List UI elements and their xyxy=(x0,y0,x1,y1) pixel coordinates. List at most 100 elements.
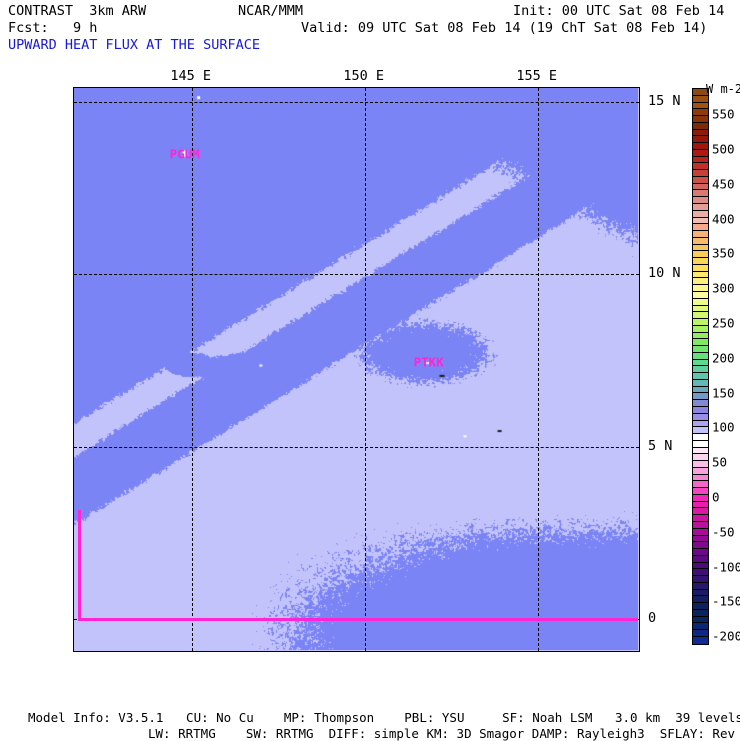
longitude-tick-label: 145 E xyxy=(170,68,211,84)
colorbar-segment xyxy=(693,501,708,509)
colorbar-segment xyxy=(693,264,708,272)
colorbar-segment xyxy=(693,143,708,150)
colorbar-segment xyxy=(693,596,708,604)
colorbar-segment xyxy=(693,149,708,157)
colorbar-segment xyxy=(693,346,708,353)
colorbar-tick-label: 500 xyxy=(712,141,735,157)
colorbar-segment xyxy=(693,312,708,320)
colorbar-segment xyxy=(693,569,708,577)
colorbar-segment xyxy=(693,89,708,96)
model-info-line-2: LW: RRTMG SW: RRTMG DIFF: simple KM: 3D … xyxy=(148,726,740,741)
map-plot-area: PGUM PTKK xyxy=(73,87,640,652)
colorbar-segment xyxy=(693,589,708,597)
colorbar-segment xyxy=(693,271,708,279)
colorbar-segment xyxy=(693,474,708,482)
colorbar-segment xyxy=(693,163,708,171)
colorbar-segment xyxy=(693,325,708,333)
colorbar-segment xyxy=(693,603,708,610)
colorbar-segment xyxy=(693,413,708,421)
colorbar-tick-label: 300 xyxy=(712,280,735,296)
valid-time-label: Valid: 09 UTC Sat 08 Feb 14 (19 ChT Sat … xyxy=(301,20,708,36)
institution-label: NCAR/MMM xyxy=(238,3,304,19)
colorbar-tick-label: 350 xyxy=(712,245,735,261)
init-time-label: Init: 00 UTC Sat 08 Feb 14 xyxy=(513,3,725,19)
colorbar-segment xyxy=(693,542,708,550)
colorbar-tick-label: -100 xyxy=(712,559,740,575)
colorbar-segment xyxy=(693,291,708,299)
colorbar-segment xyxy=(693,251,708,259)
colorbar-segment xyxy=(693,386,708,394)
station-label-pgum: PGUM xyxy=(169,146,200,162)
colorbar-segment xyxy=(693,305,708,313)
colorbar-segment xyxy=(693,122,708,130)
colorbar-segment xyxy=(693,400,708,407)
colorbar-segment xyxy=(693,373,708,380)
heat-flux-field xyxy=(74,88,638,650)
colorbar-tick-label: 250 xyxy=(712,315,735,331)
colorbar-units-label: W m-2 xyxy=(706,82,740,96)
colorbar-segment xyxy=(693,298,708,306)
colorbar-segment xyxy=(693,637,708,644)
colorbar-segment xyxy=(693,582,708,590)
colorbar-segment xyxy=(693,332,708,340)
colorbar-segment xyxy=(693,210,708,218)
latitude-tick-label: 0 xyxy=(648,609,657,626)
colorbar-segment xyxy=(693,393,708,401)
colorbar-segment xyxy=(693,379,708,387)
colorbar-segment xyxy=(693,461,708,468)
colorbar-segment xyxy=(693,515,708,522)
colorbar-segment xyxy=(693,176,708,184)
colorbar-segment xyxy=(693,285,708,292)
colorbar-segment xyxy=(693,508,708,516)
colorbar-segment xyxy=(693,319,708,326)
colorbar-segment xyxy=(693,352,708,360)
latitude-tick-label: 15 N xyxy=(648,92,681,109)
station-label-ptkk: PTKK xyxy=(413,354,444,370)
colorbar-segment xyxy=(693,434,708,441)
colorbar-segment xyxy=(693,522,708,529)
colorbar-segment xyxy=(693,481,708,489)
colorbar-segment xyxy=(693,447,708,455)
colorbar-segment xyxy=(693,406,708,414)
colorbar-segment xyxy=(693,555,708,563)
colorbar-segment xyxy=(693,136,708,144)
colorbar-tick-label: 0 xyxy=(712,489,720,505)
colorbar-segment xyxy=(693,237,708,245)
latitude-tick-label: 5 N xyxy=(648,437,673,454)
colorbar-segment xyxy=(693,454,708,462)
colorbar-tick-label: 450 xyxy=(712,176,735,192)
colorbar-tick-label: -50 xyxy=(712,524,735,540)
colorbar-segment xyxy=(693,204,708,211)
colorbar-segment xyxy=(693,488,708,495)
colorbar-segment xyxy=(693,156,708,164)
colorbar-segment xyxy=(693,467,708,475)
colorbar-segment xyxy=(693,183,708,191)
colorbar-tick-label: 150 xyxy=(712,385,735,401)
colorbar-segment xyxy=(693,609,708,617)
model-info-line-1: Model Info: V3.5.1 CU: No Cu MP: Thompso… xyxy=(28,710,740,725)
colorbar-segment xyxy=(693,224,708,232)
colorbar-segment xyxy=(693,102,708,110)
colorbar-segment xyxy=(693,528,708,536)
latitude-tick-label: 10 N xyxy=(648,265,681,282)
colorbar-segment xyxy=(693,494,708,502)
colorbar-segment xyxy=(693,576,708,583)
colorbar-segment xyxy=(693,535,708,543)
colorbar-segment xyxy=(693,366,708,374)
colorbar-tick-label: 50 xyxy=(712,454,728,470)
colorbar-segment xyxy=(693,217,708,225)
colorbar-segment xyxy=(693,95,708,103)
colorbar-segment xyxy=(693,278,708,286)
colorbar-segment xyxy=(693,244,708,252)
colorbar-segment xyxy=(693,129,708,137)
forecast-hour-label: Fcst: 9 h xyxy=(8,20,98,36)
colorbar-segment xyxy=(693,258,708,265)
colorbar-segment xyxy=(693,109,708,117)
colorbar-tick-label: 100 xyxy=(712,419,735,435)
colorbar-segment xyxy=(693,630,708,638)
colorbar-segment xyxy=(693,420,708,428)
colorbar xyxy=(692,88,709,645)
field-title: UPWARD HEAT FLUX AT THE SURFACE xyxy=(8,37,260,53)
colorbar-segment xyxy=(693,427,708,435)
colorbar-tick-label: 400 xyxy=(712,211,735,227)
